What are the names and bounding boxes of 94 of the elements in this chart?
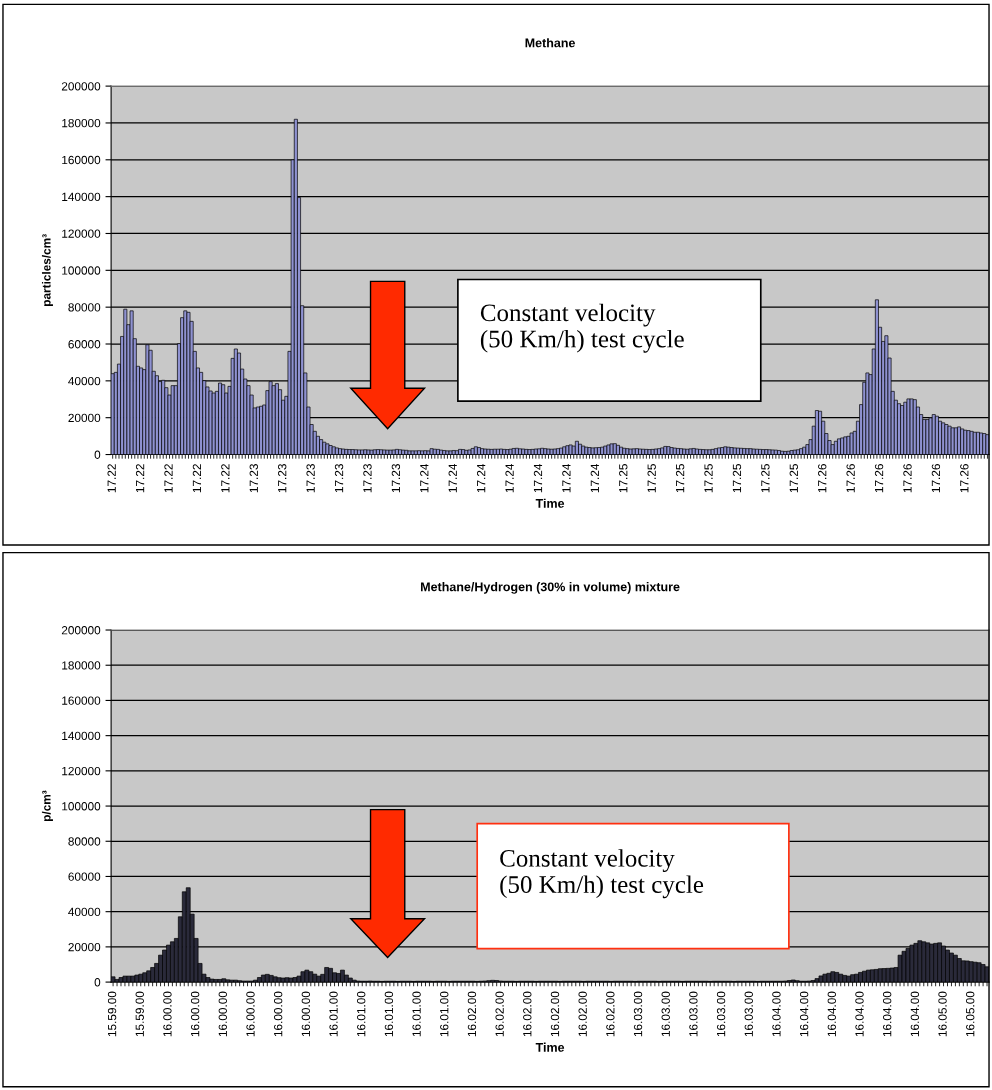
y-axis-title: p/cm³ <box>41 790 53 822</box>
y-axis-title: particles/cm³ <box>41 234 53 306</box>
x-tick-label: 17.25 <box>647 464 656 493</box>
y-tick-label: 140000 <box>62 731 101 741</box>
x-tick-label: 16.00.00 <box>301 991 311 1037</box>
x-tick-label: 17.26 <box>874 464 884 493</box>
x-tick-label: 17.25 <box>789 464 798 493</box>
y-tick-label: 20000 <box>68 942 101 952</box>
x-tick-label: 17.22 <box>192 464 201 493</box>
x-tick-label: 16.02.00 <box>578 991 587 1037</box>
y-tick-label: 160000 <box>62 155 101 165</box>
x-tick-label: 16.02.00 <box>495 991 504 1037</box>
x-tick-label: 16.05.00 <box>966 991 975 1037</box>
x-tick-label: 16.02.00 <box>467 991 477 1037</box>
x-tick-label: 16.01.00 <box>412 991 421 1037</box>
x-tick-label: 17.26 <box>960 464 969 493</box>
x-axis-title: Time <box>535 1042 565 1052</box>
y-tick-label: 0 <box>94 450 101 459</box>
x-tick-label: 17.23 <box>249 464 258 493</box>
x-tick-label: 16.05.00 <box>938 991 947 1037</box>
x-tick-label: 17.25 <box>619 464 628 493</box>
x-tick-label: 16.00.00 <box>190 991 200 1037</box>
y-tick-label: 120000 <box>62 766 101 776</box>
y-tick-label: 140000 <box>62 192 101 202</box>
y-tick-label: 40000 <box>68 907 101 917</box>
x-tick-label: 17.24 <box>476 463 486 493</box>
y-tick-label: 80000 <box>68 837 101 846</box>
x-tick-label: 17.23 <box>306 464 315 493</box>
x-tick-label: 17.26 <box>818 464 827 493</box>
y-tick-label: 60000 <box>68 340 101 349</box>
x-tick-label: 17.24 <box>505 463 514 493</box>
y-tick-label: 0 <box>94 978 101 987</box>
x-tick-label: 16.02.00 <box>606 991 615 1037</box>
chart-title: Methane <box>525 38 575 48</box>
x-tick-label: 17.23 <box>363 464 372 493</box>
x-tick-label: 16.02.00 <box>523 991 532 1037</box>
x-tick-label: 16.01.00 <box>329 991 338 1037</box>
y-tick-label: 100000 <box>62 802 101 811</box>
x-tick-label: 17.23 <box>334 464 344 493</box>
x-tick-label: 17.26 <box>931 464 941 493</box>
x-tick-label: 17.22 <box>135 464 145 493</box>
y-tick-label: 120000 <box>62 229 101 238</box>
x-tick-label: 16.04.00 <box>910 991 920 1037</box>
x-tick-label: 16.03.00 <box>633 991 643 1037</box>
y-tick-label: 20000 <box>68 413 101 423</box>
annotation: Constant velocity (50 Km/h) test cycle <box>500 849 704 899</box>
x-tick-label: 17.25 <box>761 464 770 493</box>
x-tick-label: 17.22 <box>164 464 173 493</box>
y-tick-label: 200000 <box>61 626 101 635</box>
x-tick-label: 16.04.00 <box>855 991 864 1037</box>
x-tick-label: 16.03.00 <box>689 991 698 1037</box>
x-tick-label: 17.24 <box>420 463 429 493</box>
x-tick-label: 17.25 <box>732 464 742 493</box>
x-tick-label: 16.01.00 <box>384 991 394 1037</box>
x-tick-label: 16.00.00 <box>163 991 172 1037</box>
x-tick-label: 16.00.00 <box>246 991 255 1037</box>
x-tick-label: 17.24 <box>533 463 543 493</box>
y-tick-label: 60000 <box>68 872 101 881</box>
x-tick-label: 17.25 <box>704 464 713 493</box>
x-tick-label: 16.03.00 <box>716 991 726 1037</box>
x-tick-label: 16.03.00 <box>744 991 753 1037</box>
x-tick-label: 15.59.00 <box>107 991 117 1037</box>
x-tick-label: 17.24 <box>590 463 599 493</box>
x-tick-label: 16.02.00 <box>550 991 560 1037</box>
bar <box>830 444 835 455</box>
x-tick-label: 16.00.00 <box>273 991 283 1037</box>
x-tick-label: 17.26 <box>846 464 855 493</box>
x-tick-label: 16.00.00 <box>218 991 227 1037</box>
x-tick-label: 16.04.00 <box>772 991 781 1037</box>
x-tick-label: 17.22 <box>221 464 230 493</box>
y-tick-label: 100000 <box>62 266 101 275</box>
y-tick-label: 80000 <box>68 303 101 312</box>
chart-title: Methane/Hydrogen (30% in volume) mixture <box>421 582 680 594</box>
x-tick-label: 16.04.00 <box>799 991 809 1037</box>
x-tick-label: 16.01.00 <box>357 991 366 1037</box>
y-tick-label: 40000 <box>68 376 101 386</box>
x-tick-label: 17.22 <box>107 464 116 493</box>
x-tick-label: 17.25 <box>675 464 685 493</box>
x-axis-title: Time <box>535 498 565 508</box>
y-tick-label: 200000 <box>61 82 101 91</box>
x-tick-label: 15.59.00 <box>135 991 144 1037</box>
x-tick-label: 17.23 <box>391 464 401 493</box>
y-tick-label: 180000 <box>62 661 101 670</box>
x-tick-label: 17.23 <box>278 464 287 493</box>
x-tick-label: 16.03.00 <box>661 991 670 1037</box>
x-tick-label: 16.04.00 <box>882 991 892 1037</box>
annotation: Constant velocity (50 Km/h) test cycle <box>480 303 684 353</box>
y-tick-label: 180000 <box>62 118 101 128</box>
x-tick-label: 17.24 <box>562 463 571 493</box>
x-tick-label: 16.01.00 <box>440 991 449 1037</box>
x-tick-label: 17.26 <box>903 464 912 493</box>
x-tick-label: 16.04.00 <box>827 991 836 1037</box>
y-tick-label: 160000 <box>62 696 101 705</box>
x-tick-label: 17.24 <box>448 463 457 493</box>
